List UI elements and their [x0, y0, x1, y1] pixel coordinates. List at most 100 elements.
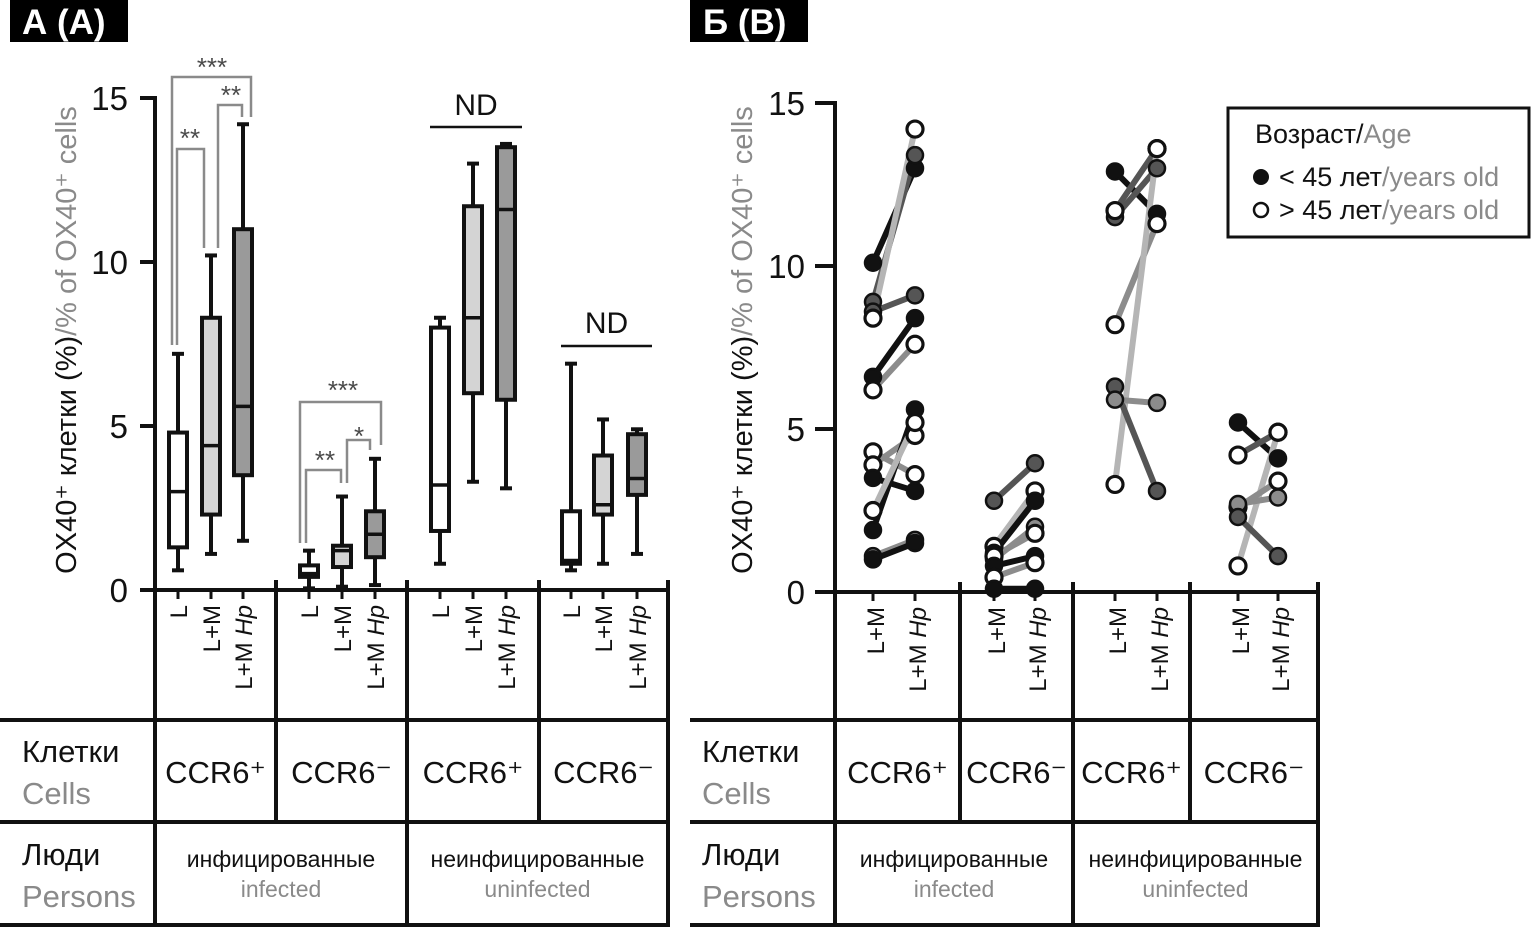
cell-type-label: CCR6⁺: [165, 755, 266, 790]
legend-title: Возраст/Age: [1255, 119, 1412, 149]
x-tick-label-italic: Hp: [494, 605, 521, 636]
data-point-under-45: [1025, 579, 1045, 598]
data-point-over-45: [1268, 471, 1288, 491]
x-tick-label: L: [428, 605, 455, 618]
box-iqr: [200, 315, 222, 517]
data-point-under-45: [863, 550, 883, 569]
row-label-cells-ru: Клетки: [702, 734, 799, 769]
x-tick-label: L+M: [330, 605, 357, 652]
x-tick-label: L: [166, 605, 193, 618]
legend-title-ru: Возраст/: [1255, 119, 1364, 149]
x-tick-label-text: L+M: [494, 636, 521, 690]
data-point-under-45: [1147, 393, 1167, 413]
y-tick-label: 0: [787, 574, 805, 611]
persons-label-ru: неинфицированные: [431, 846, 645, 872]
x-tick-label: L+M: [984, 607, 1011, 654]
x-tick-label: L+M: [863, 607, 890, 654]
panel-a-badge: [10, 0, 128, 42]
legend-item-ru: < 45 лет: [1279, 162, 1382, 192]
significance-bracket: [175, 147, 206, 345]
y-axis-label-ru: OX40⁺ клетки (%): [727, 336, 759, 574]
x-tick-label-text: L+M: [1228, 607, 1255, 654]
significance-bracket: [345, 438, 372, 483]
persons-label-ru: инфицированные: [187, 846, 375, 872]
cell-type-label: CCR6⁻: [1204, 755, 1305, 790]
data-point-over-45: [863, 380, 883, 400]
data-point-under-45: [1105, 162, 1125, 181]
data-point-under-45: [1025, 491, 1045, 510]
box-iqr: [462, 204, 484, 396]
y-tick-label: 10: [768, 248, 805, 285]
x-tick-label: L+M: [1228, 607, 1255, 654]
box-plot: [592, 417, 614, 566]
y-tick-label: 5: [110, 408, 128, 445]
y-tick-label: 15: [768, 85, 805, 122]
row-label-persons-en: Persons: [702, 879, 816, 914]
cell-type-label: CCR6⁺: [847, 755, 948, 790]
x-tick-label-text: L+M: [1268, 638, 1295, 692]
x-tick-label-italic: Hp: [363, 605, 390, 636]
x-tick-label: L+M: [199, 605, 226, 652]
x-tick-label-italic: Hp: [1268, 607, 1295, 638]
cell-type-label: CCR6⁻: [291, 755, 392, 790]
data-point-under-45: [984, 579, 1004, 598]
box-iqr: [626, 432, 648, 497]
persons-label-en: infected: [241, 876, 322, 902]
x-tick-label: L+M Hp: [905, 607, 932, 692]
panel-a-y-axis-label: OX40⁺ клетки (%)/% of OX40⁺ cells: [51, 106, 83, 574]
significance-label: *: [354, 421, 364, 451]
x-tick-label-text: L+M: [461, 605, 488, 652]
pair-points: [863, 119, 1288, 598]
x-tick-label-text: L: [428, 605, 455, 618]
box-iqr: [232, 227, 254, 478]
filled-circle-icon: [1253, 169, 1269, 185]
y-axis-label-en: /% of OX40⁺ cells: [727, 106, 759, 336]
significance-bracket: [298, 400, 383, 543]
significance-label: ***: [197, 52, 227, 82]
significance-label: ***: [328, 375, 358, 405]
data-point-under-45: [1228, 413, 1248, 432]
x-tick-label: L+M Hp: [1268, 607, 1295, 692]
box-iqr: [298, 563, 320, 579]
data-point-over-45: [1268, 422, 1288, 442]
legend-item-en: /years old: [1382, 162, 1499, 192]
data-point-under-45: [1268, 449, 1288, 468]
x-tick-label: L: [559, 605, 586, 618]
box-plot: [200, 253, 222, 556]
data-point-over-45: [863, 500, 883, 521]
data-point-over-45: [905, 334, 925, 354]
x-tick-label-text: L+M: [984, 607, 1011, 654]
panel-a-badge-label: А (A): [22, 3, 106, 42]
box-plot: [232, 122, 254, 543]
box-plot: [298, 548, 320, 591]
x-tick-label-text: L+M: [231, 636, 258, 690]
box-plot: [167, 351, 189, 573]
x-tick-label: L+M Hp: [494, 605, 521, 690]
data-point-over-45: [1105, 315, 1125, 335]
significance-label: **: [315, 445, 335, 475]
row-label-persons-ru: Люди: [702, 837, 780, 872]
data-point-under-45: [1268, 546, 1288, 566]
data-point-under-45: [863, 468, 883, 488]
data-point-over-45: [905, 119, 925, 139]
legend-item-under-45: < 45 лет/years old: [1279, 162, 1499, 192]
row-label-persons-en: Persons: [22, 879, 136, 914]
legend-item-ru: > 45 лет: [1279, 195, 1382, 225]
panel-b: Б (B) OX40⁺ клетки (%)/% of OX40⁺ cells …: [690, 0, 1531, 927]
x-tick-label: L+M: [1105, 607, 1132, 654]
x-tick-label-text: L+M: [905, 638, 932, 692]
significance-bracket: [170, 75, 253, 345]
data-point-over-45: [905, 412, 925, 433]
box-plot: [560, 361, 582, 573]
x-tick-label-italic: Hp: [1147, 607, 1174, 638]
significance-bracket: [304, 468, 343, 543]
persons-label-en: infected: [914, 876, 995, 902]
legend-item-en: /years old: [1382, 195, 1499, 225]
pair-line: [991, 460, 1038, 504]
x-tick-label-text: L+M: [330, 605, 357, 652]
data-point-under-45: [863, 520, 883, 540]
persons-label-en: uninfected: [484, 876, 590, 902]
x-tick-label-text: L: [559, 605, 586, 618]
data-point-under-45: [905, 145, 925, 165]
